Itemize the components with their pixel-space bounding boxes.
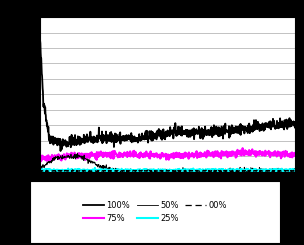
X-axis label: run time (minutes): run time (minutes) [121,196,213,206]
Y-axis label: load fraction: load fraction [1,64,11,125]
Legend: 100%, 75%, 50%, 25%, 00%: 100%, 75%, 50%, 25%, 00% [80,197,230,226]
